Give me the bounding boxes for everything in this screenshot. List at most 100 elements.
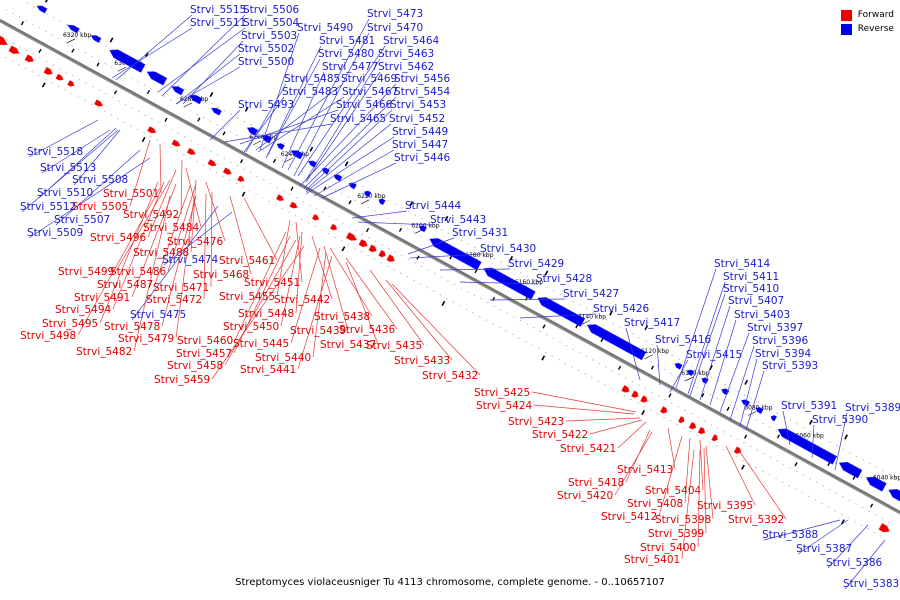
forward-gene bbox=[43, 66, 53, 75]
reverse-leader bbox=[834, 412, 848, 471]
gene-label-reverse: Strvi_5429 bbox=[508, 258, 564, 270]
gene-labels: Strvi_5515Strvi_5511Strvi_5506Strvi_5504… bbox=[20, 4, 900, 590]
position-tick bbox=[164, 117, 168, 122]
gene-label-reverse: Strvi_5511 bbox=[190, 17, 246, 29]
reverse-leader bbox=[303, 96, 397, 189]
gene-label-reverse: Strvi_5467 bbox=[342, 86, 398, 98]
gene-label-forward: Strvi_5418 bbox=[568, 477, 624, 489]
position-tick bbox=[146, 89, 151, 95]
reverse-leader bbox=[687, 281, 726, 395]
forward-leader bbox=[739, 451, 787, 520]
forward-leader bbox=[211, 245, 305, 380]
kbp-label: 6200 kbp bbox=[411, 222, 439, 229]
gene-label-reverse: Strvi_5427 bbox=[563, 288, 619, 300]
gene-label-forward: Strvi_5412 bbox=[601, 511, 657, 523]
forward-gene bbox=[289, 201, 298, 209]
forward-leader bbox=[161, 195, 197, 327]
reverse-gene bbox=[865, 476, 887, 492]
reverse-leader bbox=[259, 32, 300, 151]
kbp-label: 6320 kbp bbox=[63, 32, 91, 39]
gene-label-forward: Strvi_5501 bbox=[103, 188, 159, 200]
feature-mark bbox=[309, 146, 314, 152]
gene-label-reverse: Strvi_5452 bbox=[389, 113, 445, 125]
position-tick bbox=[600, 337, 604, 343]
feature-mark bbox=[741, 464, 745, 470]
forward-leader bbox=[280, 235, 301, 327]
position-tick bbox=[290, 186, 294, 191]
gene-label-forward: Strvi_5425 bbox=[474, 387, 530, 399]
gene-label-reverse: Strvi_5383 bbox=[843, 578, 899, 590]
forward-gene bbox=[378, 249, 386, 258]
reverse-gene bbox=[171, 86, 185, 96]
gene-label-reverse: Strvi_5386 bbox=[826, 557, 883, 569]
feature-mark bbox=[808, 419, 813, 425]
reverse-leader bbox=[844, 539, 886, 590]
kbp-tick bbox=[66, 38, 76, 44]
gene-label-forward: Strvi_5439 bbox=[290, 325, 346, 337]
reverse-leader bbox=[669, 359, 689, 393]
gene-label-reverse: Strvi_5394 bbox=[755, 348, 812, 360]
gene-label-forward: Strvi_5445 bbox=[233, 338, 289, 350]
reverse-leader bbox=[163, 211, 233, 266]
feature-mark bbox=[341, 246, 346, 252]
forward-leader bbox=[205, 181, 226, 242]
reverse-leader bbox=[21, 129, 119, 213]
kbp-label: 6060 kbp bbox=[796, 432, 824, 439]
reverse-leader bbox=[745, 370, 765, 431]
forward-gene bbox=[711, 434, 718, 442]
reverse-gene bbox=[838, 462, 863, 479]
gene-label-forward: Strvi_5494 bbox=[55, 304, 112, 316]
forward-gene bbox=[0, 32, 8, 46]
gene-label-forward: Strvi_5395 bbox=[697, 500, 753, 512]
feature-mark bbox=[544, 270, 549, 276]
reverse-gene bbox=[770, 415, 777, 422]
reverse-gene bbox=[888, 489, 900, 504]
reverse-leader bbox=[131, 205, 219, 321]
gene-label-forward: Strvi_5488 bbox=[133, 247, 189, 259]
gene-label-forward: Strvi_5492 bbox=[123, 209, 179, 221]
kbp-label: 6220 kbp bbox=[357, 193, 385, 200]
forward-leader bbox=[311, 235, 333, 300]
legend-forward: Forward bbox=[840, 8, 894, 22]
position-tick bbox=[794, 462, 798, 467]
forward-gene bbox=[733, 446, 742, 454]
forward-leader bbox=[175, 197, 195, 339]
forward-gene bbox=[640, 395, 648, 403]
feature-mark bbox=[509, 255, 514, 261]
kbp-tick bbox=[644, 354, 653, 360]
kbp-label: 6040 kbp bbox=[873, 475, 900, 482]
reverse-gene bbox=[36, 5, 48, 14]
kbp-label: 6160 kbp bbox=[515, 279, 543, 286]
gene-label-reverse: Strvi_5518 bbox=[27, 146, 83, 158]
gene-label-forward: Strvi_5421 bbox=[560, 443, 616, 455]
gene-label-reverse: Strvi_5456 bbox=[394, 73, 451, 85]
gene-label-reverse: Strvi_5480 bbox=[318, 48, 374, 60]
reverse-gene bbox=[586, 324, 647, 361]
forward-leader bbox=[203, 193, 207, 300]
forward-leader bbox=[290, 247, 321, 344]
reverse-gene bbox=[146, 71, 168, 86]
forward-leader bbox=[697, 449, 701, 548]
feature-mark bbox=[744, 379, 749, 385]
gene-label-reverse: Strvi_5503 bbox=[241, 30, 297, 42]
gene-label-reverse: Strvi_5490 bbox=[297, 22, 353, 34]
gene-label-forward: Strvi_5479 bbox=[118, 333, 174, 345]
forward-leader bbox=[154, 185, 191, 285]
reverse-gene bbox=[777, 428, 838, 465]
kbp-tick bbox=[685, 376, 694, 382]
forward-leader bbox=[297, 255, 333, 370]
position-tick bbox=[701, 393, 705, 398]
position-tick bbox=[240, 159, 244, 164]
reverse-gene bbox=[378, 198, 386, 206]
gene-label-reverse: Strvi_5466 bbox=[336, 99, 393, 111]
gene-label-reverse: Strvi_5389 bbox=[845, 402, 900, 414]
reverse-leader bbox=[299, 83, 397, 187]
gene-label-forward: Strvi_5458 bbox=[167, 360, 223, 372]
position-tick bbox=[575, 324, 579, 329]
forward-leader bbox=[681, 449, 695, 560]
gene-label-forward: Strvi_5438 bbox=[314, 311, 370, 323]
gene-label-forward: Strvi_5482 bbox=[76, 346, 132, 358]
reverse-leader bbox=[313, 149, 395, 197]
reverse-leader bbox=[265, 45, 322, 159]
kbp-tick bbox=[361, 199, 370, 205]
